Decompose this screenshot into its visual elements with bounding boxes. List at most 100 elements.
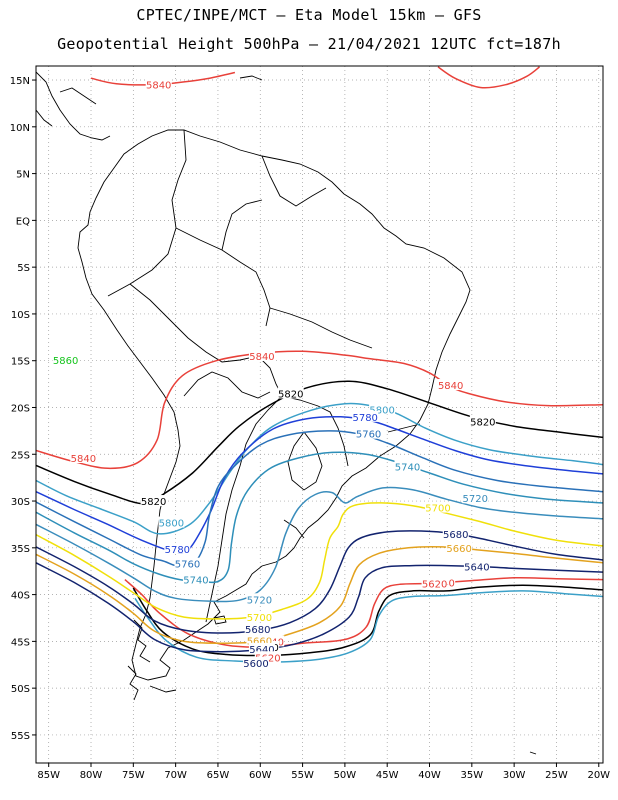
height-contours [36, 66, 603, 663]
contour-label-bg [182, 573, 209, 585]
chart-title-line1: CPTEC/INPE/MCT – Eta Model 15km – GFS [136, 6, 482, 24]
contour-label: 5820 [470, 418, 495, 429]
contour-labels: 5840584058405840584058405820582058205820… [52, 78, 496, 670]
contour-line-5640 [36, 562, 603, 653]
contour-label-bg [424, 501, 451, 513]
contour-label-bg [469, 415, 496, 427]
contour-label: 5760 [175, 560, 200, 571]
contour-label: 5820 [278, 389, 303, 400]
contour-label-bg [248, 642, 275, 654]
contour-line-5760 [36, 430, 603, 568]
contour-label-bg [164, 542, 191, 554]
contour-label: 5760 [356, 430, 381, 441]
longitude-tick-labels: 85W 80W 75W 70W 65W 60W 55W 50W 45W 40W 35W 30W 25W 2… [37, 763, 610, 781]
contour-label: 5840 [146, 81, 171, 92]
map-frame [35, 65, 604, 764]
contour-label-bg [352, 410, 379, 422]
contour-label-bg [369, 403, 396, 415]
contour-line-5660 [36, 546, 603, 644]
contour-label-bg [462, 492, 489, 504]
lon-tick-label: 50W [334, 770, 357, 781]
lat-tick-label: 45S [11, 637, 30, 648]
contour-label: 5700 [425, 504, 450, 515]
contour-line-5800 [36, 402, 603, 535]
contour-label: 5800 [159, 519, 184, 530]
lon-tick-label: 25W [545, 770, 568, 781]
contour-label: 5720 [247, 595, 272, 606]
contour-label-bg [246, 593, 273, 605]
contour-label: 5800 [369, 405, 394, 416]
lat-tick-label: 10S [11, 310, 30, 321]
contour-label: 5660 [247, 636, 272, 647]
lat-tick-label: 5S [17, 263, 30, 274]
contour-label-bg [394, 460, 421, 472]
lon-tick-label: 70W [164, 770, 187, 781]
contour-label: 5860 [53, 356, 78, 367]
contour-label-bg [446, 541, 473, 553]
contour-label-bg [254, 651, 281, 663]
contour-label-bg [244, 623, 271, 635]
contour-label: 5720 [462, 494, 487, 505]
contour-line-5840 [124, 576, 603, 648]
lon-tick-label: 45W [376, 770, 399, 781]
contour-label-bg [246, 611, 273, 623]
contour-label: 5780 [352, 413, 377, 424]
contour-label: 5640 [464, 563, 489, 574]
contour-label: 5680 [443, 530, 468, 541]
lon-tick-label: 80W [80, 770, 103, 781]
contour-label-bg [248, 350, 275, 362]
contour-label: 5820 [141, 497, 166, 508]
lon-tick-label: 55W [291, 770, 314, 781]
contour-label: 5840 [71, 454, 96, 465]
lon-tick-label: 65W [207, 770, 230, 781]
contour-label-bg [246, 634, 273, 646]
contour-label: 5600 [243, 659, 268, 670]
contour-label-bg [355, 427, 382, 439]
lon-tick-label: 35W [461, 770, 484, 781]
lon-tick-label: 30W [503, 770, 526, 781]
contour-label-bg [70, 452, 97, 464]
contour-line-5820 [36, 380, 603, 505]
contour-label-bg [174, 557, 201, 569]
contour-label: 5640 [249, 645, 274, 656]
lat-tick-label: 35S [11, 544, 30, 555]
contour-label-bg [158, 516, 185, 528]
contour-label: 5740 [395, 462, 420, 473]
contour-label-bg [145, 78, 172, 90]
lat-tick-label: 50S [11, 684, 30, 695]
contour-label: 5620 [422, 579, 447, 590]
lat-tick-label: 40S [11, 591, 30, 602]
contour-label-bg [243, 656, 270, 668]
contour-line-5820 [132, 584, 603, 657]
contour-label: 5740 [183, 576, 208, 587]
lat-tick-label: 10N [10, 123, 30, 134]
contour-label: 5680 [245, 625, 270, 636]
coastline-and-borders [36, 71, 537, 755]
contour-line-5840 [437, 66, 540, 89]
contour-line-5720 [36, 486, 603, 603]
contour-label: 5780 [165, 545, 190, 556]
lon-tick-label: 85W [37, 770, 60, 781]
contour-line-5700 [36, 502, 603, 620]
contour-label-bg [463, 560, 490, 572]
contour-line-5740 [36, 451, 603, 584]
contour-line-5680 [36, 530, 603, 634]
lat-tick-label: 30S [11, 497, 30, 508]
chart-title-line2: Geopotential Height 500hPa – 21/04/2021 … [57, 35, 561, 53]
contour-label: 5840 [249, 352, 274, 363]
contour-label: 5840 [438, 381, 463, 392]
contour-label: 5660 [446, 544, 471, 555]
lat-tick-label: 15S [11, 357, 30, 368]
contour-line-5780 [36, 415, 603, 554]
lon-tick-label: 20W [587, 770, 610, 781]
lon-tick-label: 60W [249, 770, 272, 781]
contour-label-bg [437, 379, 464, 391]
contour-line-5800 [134, 590, 603, 663]
lon-tick-label: 40W [418, 770, 441, 781]
lat-tick-label: EQ [16, 216, 30, 227]
contour-label-bg [421, 577, 448, 589]
contour-line-5840 [36, 350, 603, 470]
lat-tick-label: 25S [11, 450, 30, 461]
contour-label-bg [277, 387, 304, 399]
